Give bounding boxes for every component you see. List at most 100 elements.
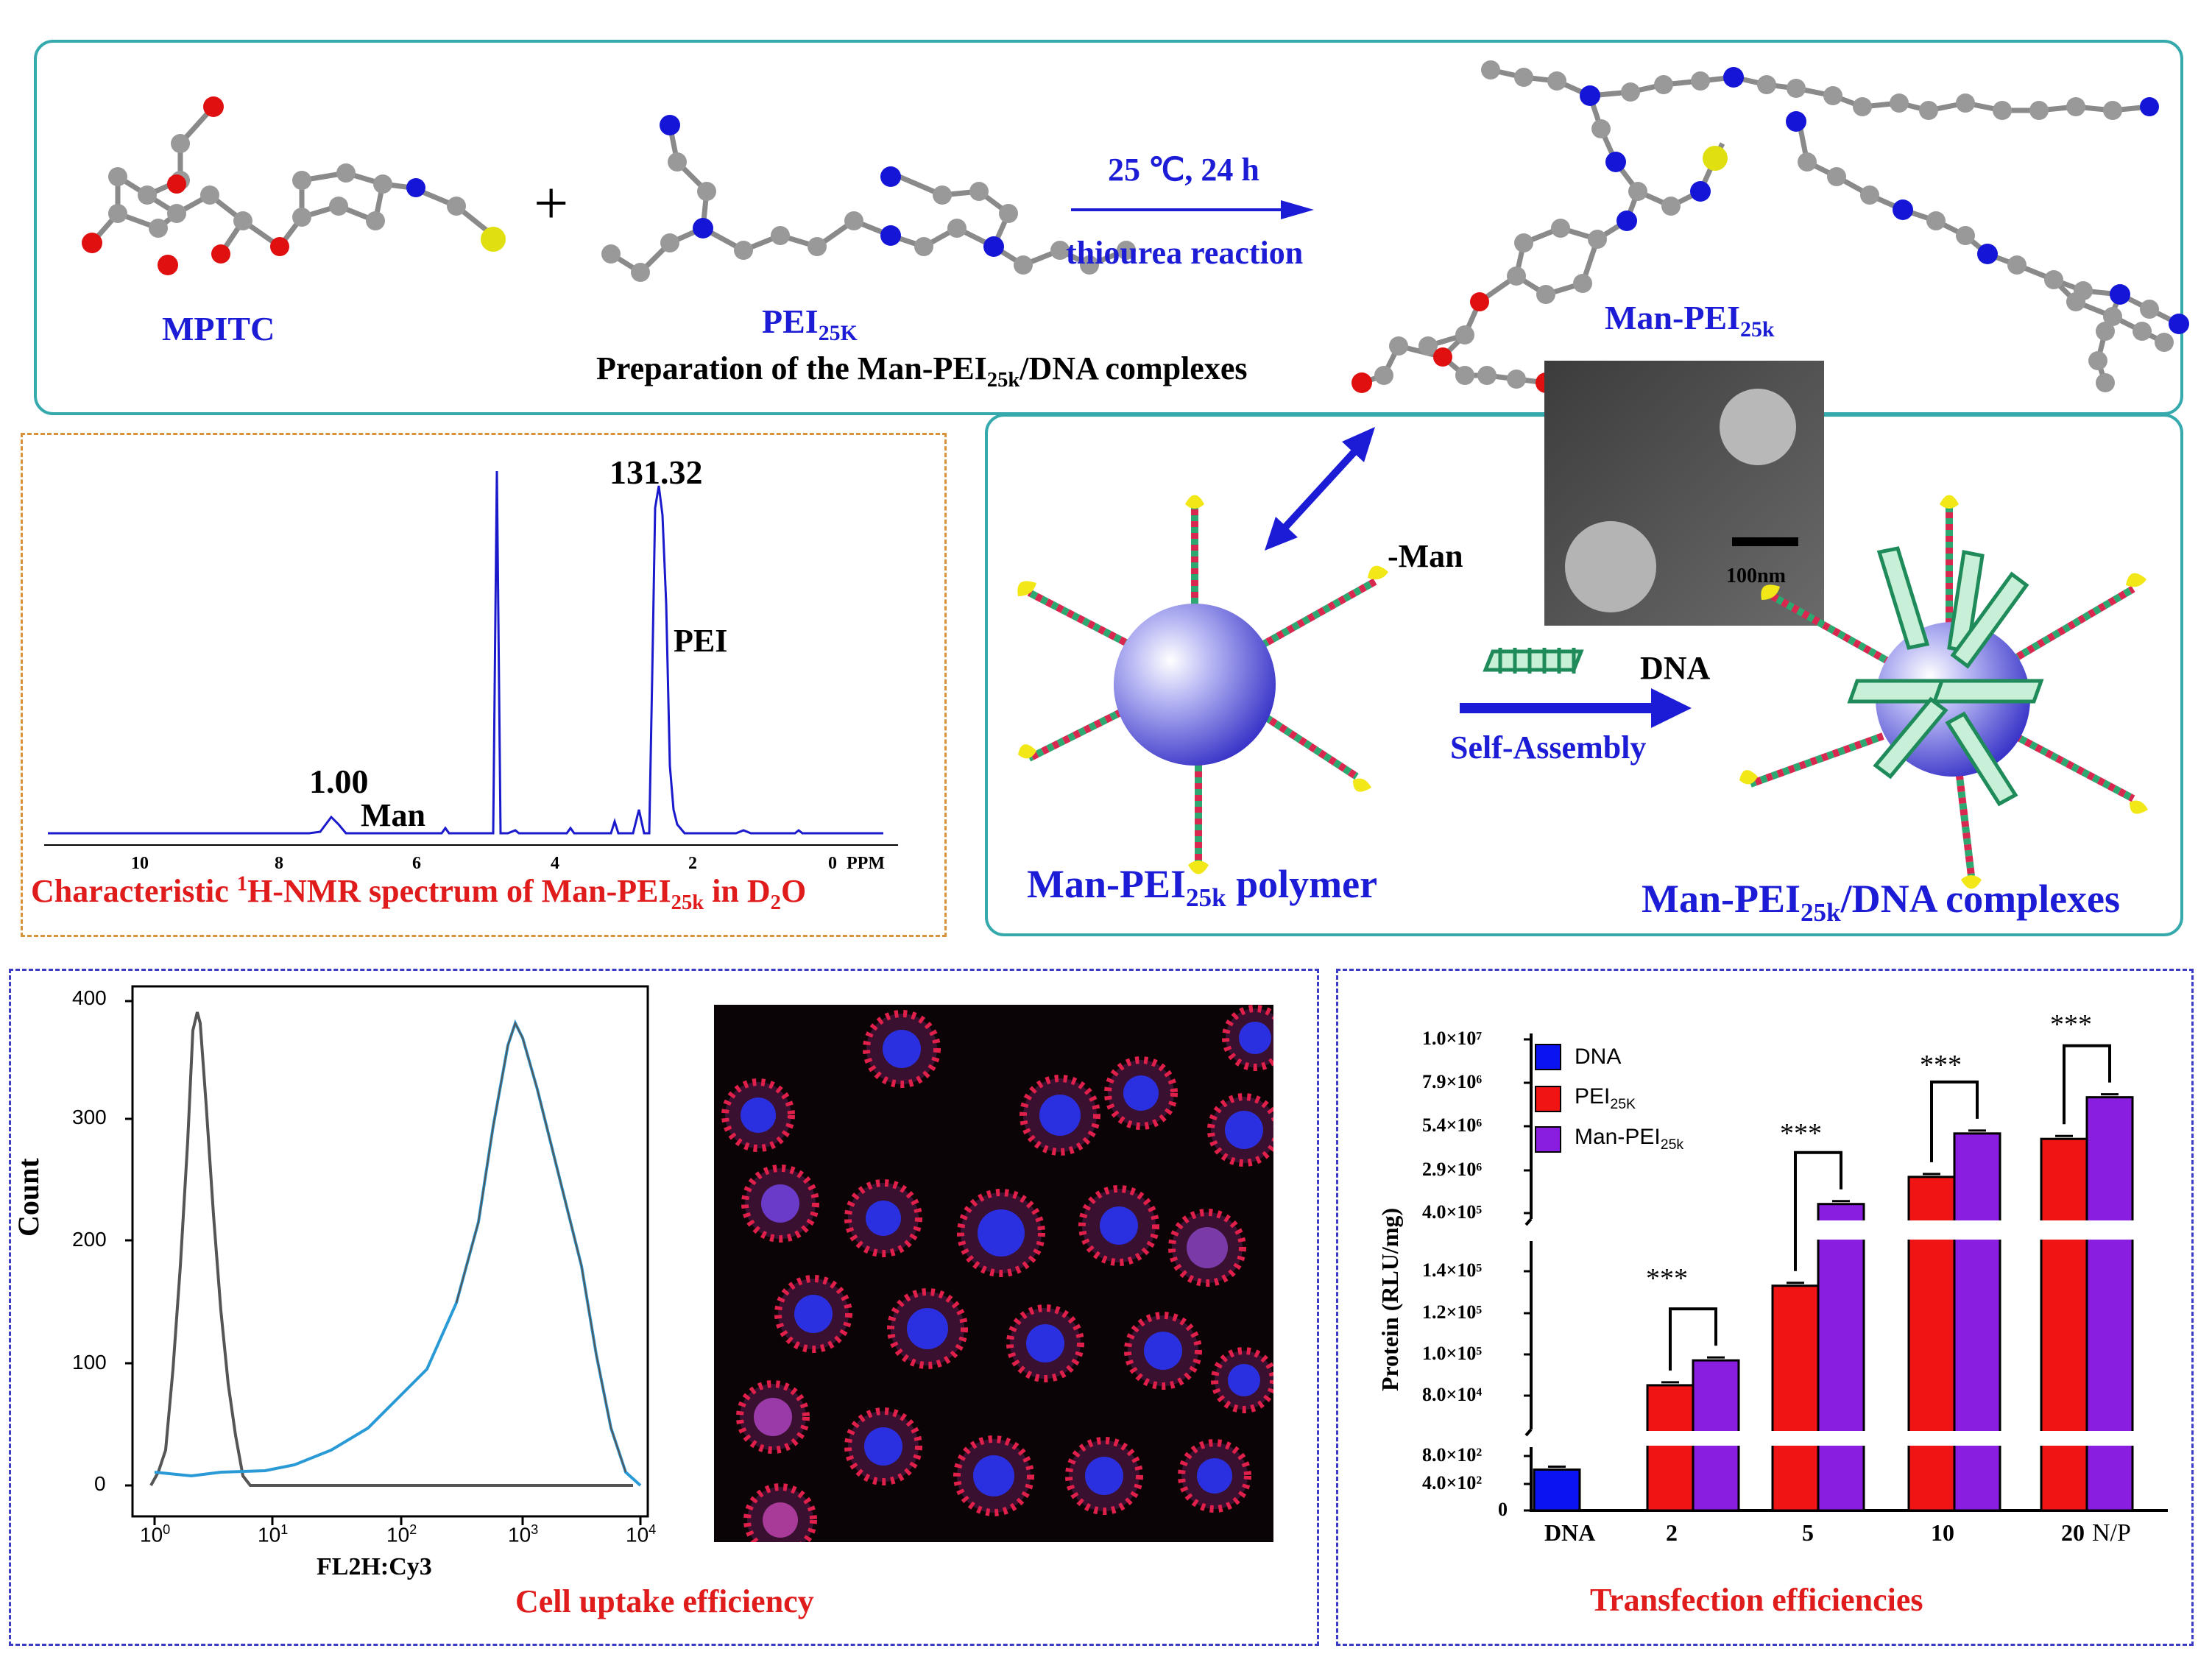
tx-y-tick-4e5: 4.0×10⁵ [1422,1201,1483,1223]
legend-label-man-pei-main: Man-PEI [1575,1125,1661,1149]
legend-item-pei: PEI25K [1535,1084,1636,1113]
double-arrow-icon [1265,427,1375,551]
nmr-caption-part2: H-NMR spectrum of Man-PEI [247,873,671,909]
product-label-sub: 25k [1740,317,1775,342]
nmr-tick-0: 0 [828,854,837,873]
tx-sig-10: *** [1920,1050,1962,1081]
tx-y-tick-0: 0 [1498,1499,1508,1520]
histogram-y-title: Count [12,1158,45,1237]
tx-x-tick-2: 2 [1666,1519,1678,1546]
transfection-chart [1524,1033,2173,1512]
nmr-tick-10: 10 [131,854,149,873]
histogram-x-tick-1: 101 [258,1522,288,1547]
tx-y-title: Protein (RLU/mg) [1377,1207,1403,1391]
tx-x-tick-20: 20 [2061,1519,2085,1546]
polymer-label-sub: 25k [1186,883,1226,912]
complex-label-main: Man-PEI [1642,877,1801,921]
dna-label: DNA [1640,650,1711,686]
histogram-x-tick-1-base: 10 [258,1523,281,1547]
tem-micrograph [1544,361,1824,626]
histogram-x-tick-2: 102 [386,1522,417,1547]
man-pei-atoms [1351,60,2189,393]
sample-histogram [154,1019,642,1487]
pei-molecule [609,124,1128,276]
molecule-structures [82,60,2189,393]
bar-pei25k-5 [1771,1284,1820,1512]
nmr-caption-sub2: 2 [770,891,781,914]
polymer-sphere-icon [1017,495,1388,874]
complex-sphere-icon [1739,495,2148,889]
synthesis-caption-part2: /DNA complexes [1020,350,1248,386]
significance-bracket [2063,1044,2111,1125]
tx-y-tick-54e6: 5.4×10⁶ [1422,1114,1483,1136]
histogram-y-tick-400: 400 [72,986,107,1009]
nmr-panel [21,433,947,937]
histogram-y-tick-300: 300 [72,1106,107,1128]
dna-helix-icon [1483,648,1584,674]
legend-label-dna: DNA [1575,1045,1622,1069]
nmr-tick-4: 4 [551,854,559,873]
pei-label-main: PEI [762,303,819,340]
tx-y-tick-12e5: 1.2×10⁵ [1422,1301,1483,1323]
mpitc-atoms [82,96,506,275]
bar-man-pei25k-10 [1953,1132,2001,1512]
bar-man-pei25k-5 [1817,1203,1865,1512]
tx-x-tick-10: 10 [1931,1519,1954,1546]
tx-y-tick-1e7: 1.0×10⁷ [1422,1028,1483,1049]
nmr-tick-2: 2 [688,854,697,873]
control-histogram [149,1011,633,1487]
legend-item-man-pei: Man-PEI25k [1535,1125,1683,1153]
polymer-label: Man-PEI25k polymer [1027,861,1377,913]
bar-pei25k-20 [2040,1137,2088,1512]
significance-bracket [1669,1307,1717,1371]
tx-y-tick-1e5: 1.0×10⁵ [1422,1343,1483,1364]
histogram-y-tick-200: 200 [72,1228,107,1251]
tx-y-tick-29e6: 2.9×10⁶ [1422,1159,1483,1180]
histogram-x-title: FL2H:Cy3 [317,1553,432,1580]
plus-sign: + [534,169,569,238]
legend-swatch-dna [1535,1044,1561,1070]
synthesis-caption-part1: Preparation of the Man-PEI [596,350,987,386]
tx-y-tick-14e5: 1.4×10⁵ [1422,1259,1483,1281]
significance-bracket [1794,1151,1842,1271]
histogram-x-tick-3: 103 [508,1522,538,1547]
nmr-tick-8: 8 [275,854,283,873]
legend-label-man-pei: Man-PEI25k [1575,1125,1683,1153]
transfection-panel [1336,969,2194,1646]
polymer-label-tail: polymer [1226,862,1378,906]
synthesis-caption-sub: 25k [986,368,1020,392]
tx-x-axis-label: N/P [2092,1519,2131,1547]
nmr-caption-sub: 25k [671,891,704,914]
legend-label-pei-sub: 25K [1610,1096,1636,1112]
reaction-arrow [1071,200,1314,219]
histogram-x-tick-0: 100 [140,1522,170,1547]
tx-sig-5: *** [1780,1118,1822,1149]
nmr-caption-part1: Characteristic [31,873,237,909]
histogram-x-tick-4: 104 [626,1522,656,1547]
scale-bar-label: 100nm [1726,565,1786,587]
transfection-caption: Transfection efficiencies [1590,1582,1923,1618]
nmr-caption-part4: O [780,873,807,909]
complex-label-tail: /DNA complexes [1840,877,2121,921]
tx-x-tick-dna: DNA [1544,1519,1596,1546]
nmr-caption: Characteristic 1H-NMR spectrum of Man-PE… [31,872,806,915]
nmr-peak-small-label: Man [361,797,425,833]
histogram-x-tick-2-base: 10 [386,1523,410,1547]
histogram-y-tick-100: 100 [72,1351,107,1374]
nmr-tick-6: 6 [412,854,421,873]
flow-histogram [125,985,649,1525]
synthesis-caption: Preparation of the Man-PEI25k/DNA comple… [596,350,1247,392]
legend-item-dna: DNA [1535,1044,1621,1070]
pei-atoms [601,115,1136,282]
legend-label-pei: PEI25K [1575,1084,1636,1113]
tx-x-tick-5: 5 [1802,1519,1814,1546]
fluorescence-micrograph [714,1005,1273,1542]
uptake-panel [9,969,1319,1646]
tx-y-tick-800: 8.0×10² [1422,1444,1483,1466]
histogram-x-tick-3-base: 10 [508,1523,531,1547]
nmr-caption-sup: 1 [236,872,248,896]
polymer-label-main: Man-PEI [1027,862,1186,906]
pei-label-sub: 25K [818,321,858,346]
histogram-x-tick-1-exp: 1 [280,1522,289,1537]
complex-label-sub: 25k [1801,897,1841,927]
